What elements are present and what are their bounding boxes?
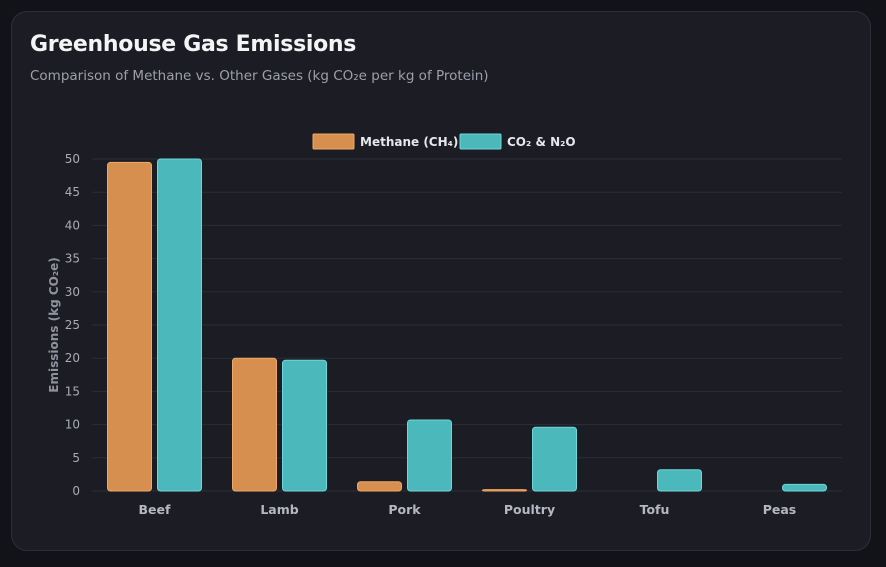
- y-tick-label: 25: [65, 318, 80, 332]
- y-tick-label: 50: [65, 152, 80, 166]
- bar-co2-lamb[interactable]: [282, 359, 327, 492]
- x-category-label: Lamb: [260, 502, 298, 517]
- bar-co2-peas[interactable]: [782, 483, 827, 492]
- bar-co2-tofu[interactable]: [657, 469, 702, 492]
- bar-co2-poultry[interactable]: [532, 426, 577, 492]
- bar-methane-pork[interactable]: [357, 481, 402, 492]
- x-axis-categories: Beef Lamb Pork Poultry Tofu Peas: [139, 502, 797, 517]
- y-tick-label: 40: [65, 218, 80, 232]
- bar-methane-poultry[interactable]: [482, 489, 527, 492]
- bar-co2-pork[interactable]: [407, 419, 452, 492]
- y-tick-label: 0: [72, 484, 80, 498]
- legend-label-methane: Methane (CH₄): [360, 135, 458, 149]
- chart-title: Greenhouse Gas Emissions: [30, 32, 357, 57]
- y-tick-label: 15: [65, 384, 80, 398]
- grid-lines: [92, 158, 842, 492]
- y-tick-label: 10: [65, 418, 80, 432]
- y-tick-label: 35: [65, 252, 80, 266]
- legend[interactable]: Methane (CH₄) CO₂ & N₂O: [312, 133, 576, 150]
- x-category-label: Poultry: [504, 502, 555, 517]
- legend-item-methane[interactable]: Methane (CH₄): [312, 133, 458, 150]
- bars: [107, 158, 827, 492]
- x-category-label: Beef: [139, 502, 171, 517]
- chart-subtitle: Comparison of Methane vs. Other Gases (k…: [30, 68, 489, 84]
- x-category-label: Tofu: [640, 502, 670, 517]
- y-axis-label: Emissions (kg CO₂e): [47, 257, 61, 392]
- x-category-label: Peas: [763, 502, 797, 517]
- y-tick-label: 30: [65, 285, 80, 299]
- legend-item-co2[interactable]: CO₂ & N₂O: [459, 133, 576, 150]
- y-tick-label: 5: [72, 451, 80, 465]
- bar-co2-beef[interactable]: [157, 158, 202, 492]
- legend-swatch-methane: [312, 133, 355, 150]
- y-axis-ticks: 0 5 10 15 20 25 30 35 40 45 50: [65, 152, 80, 498]
- y-tick-label: 45: [65, 185, 80, 199]
- bar-methane-lamb[interactable]: [232, 357, 277, 492]
- legend-swatch-co2: [459, 133, 502, 150]
- bar-methane-beef[interactable]: [107, 161, 152, 492]
- y-tick-label: 20: [65, 351, 80, 365]
- legend-label-co2: CO₂ & N₂O: [507, 135, 576, 149]
- x-category-label: Pork: [388, 502, 421, 517]
